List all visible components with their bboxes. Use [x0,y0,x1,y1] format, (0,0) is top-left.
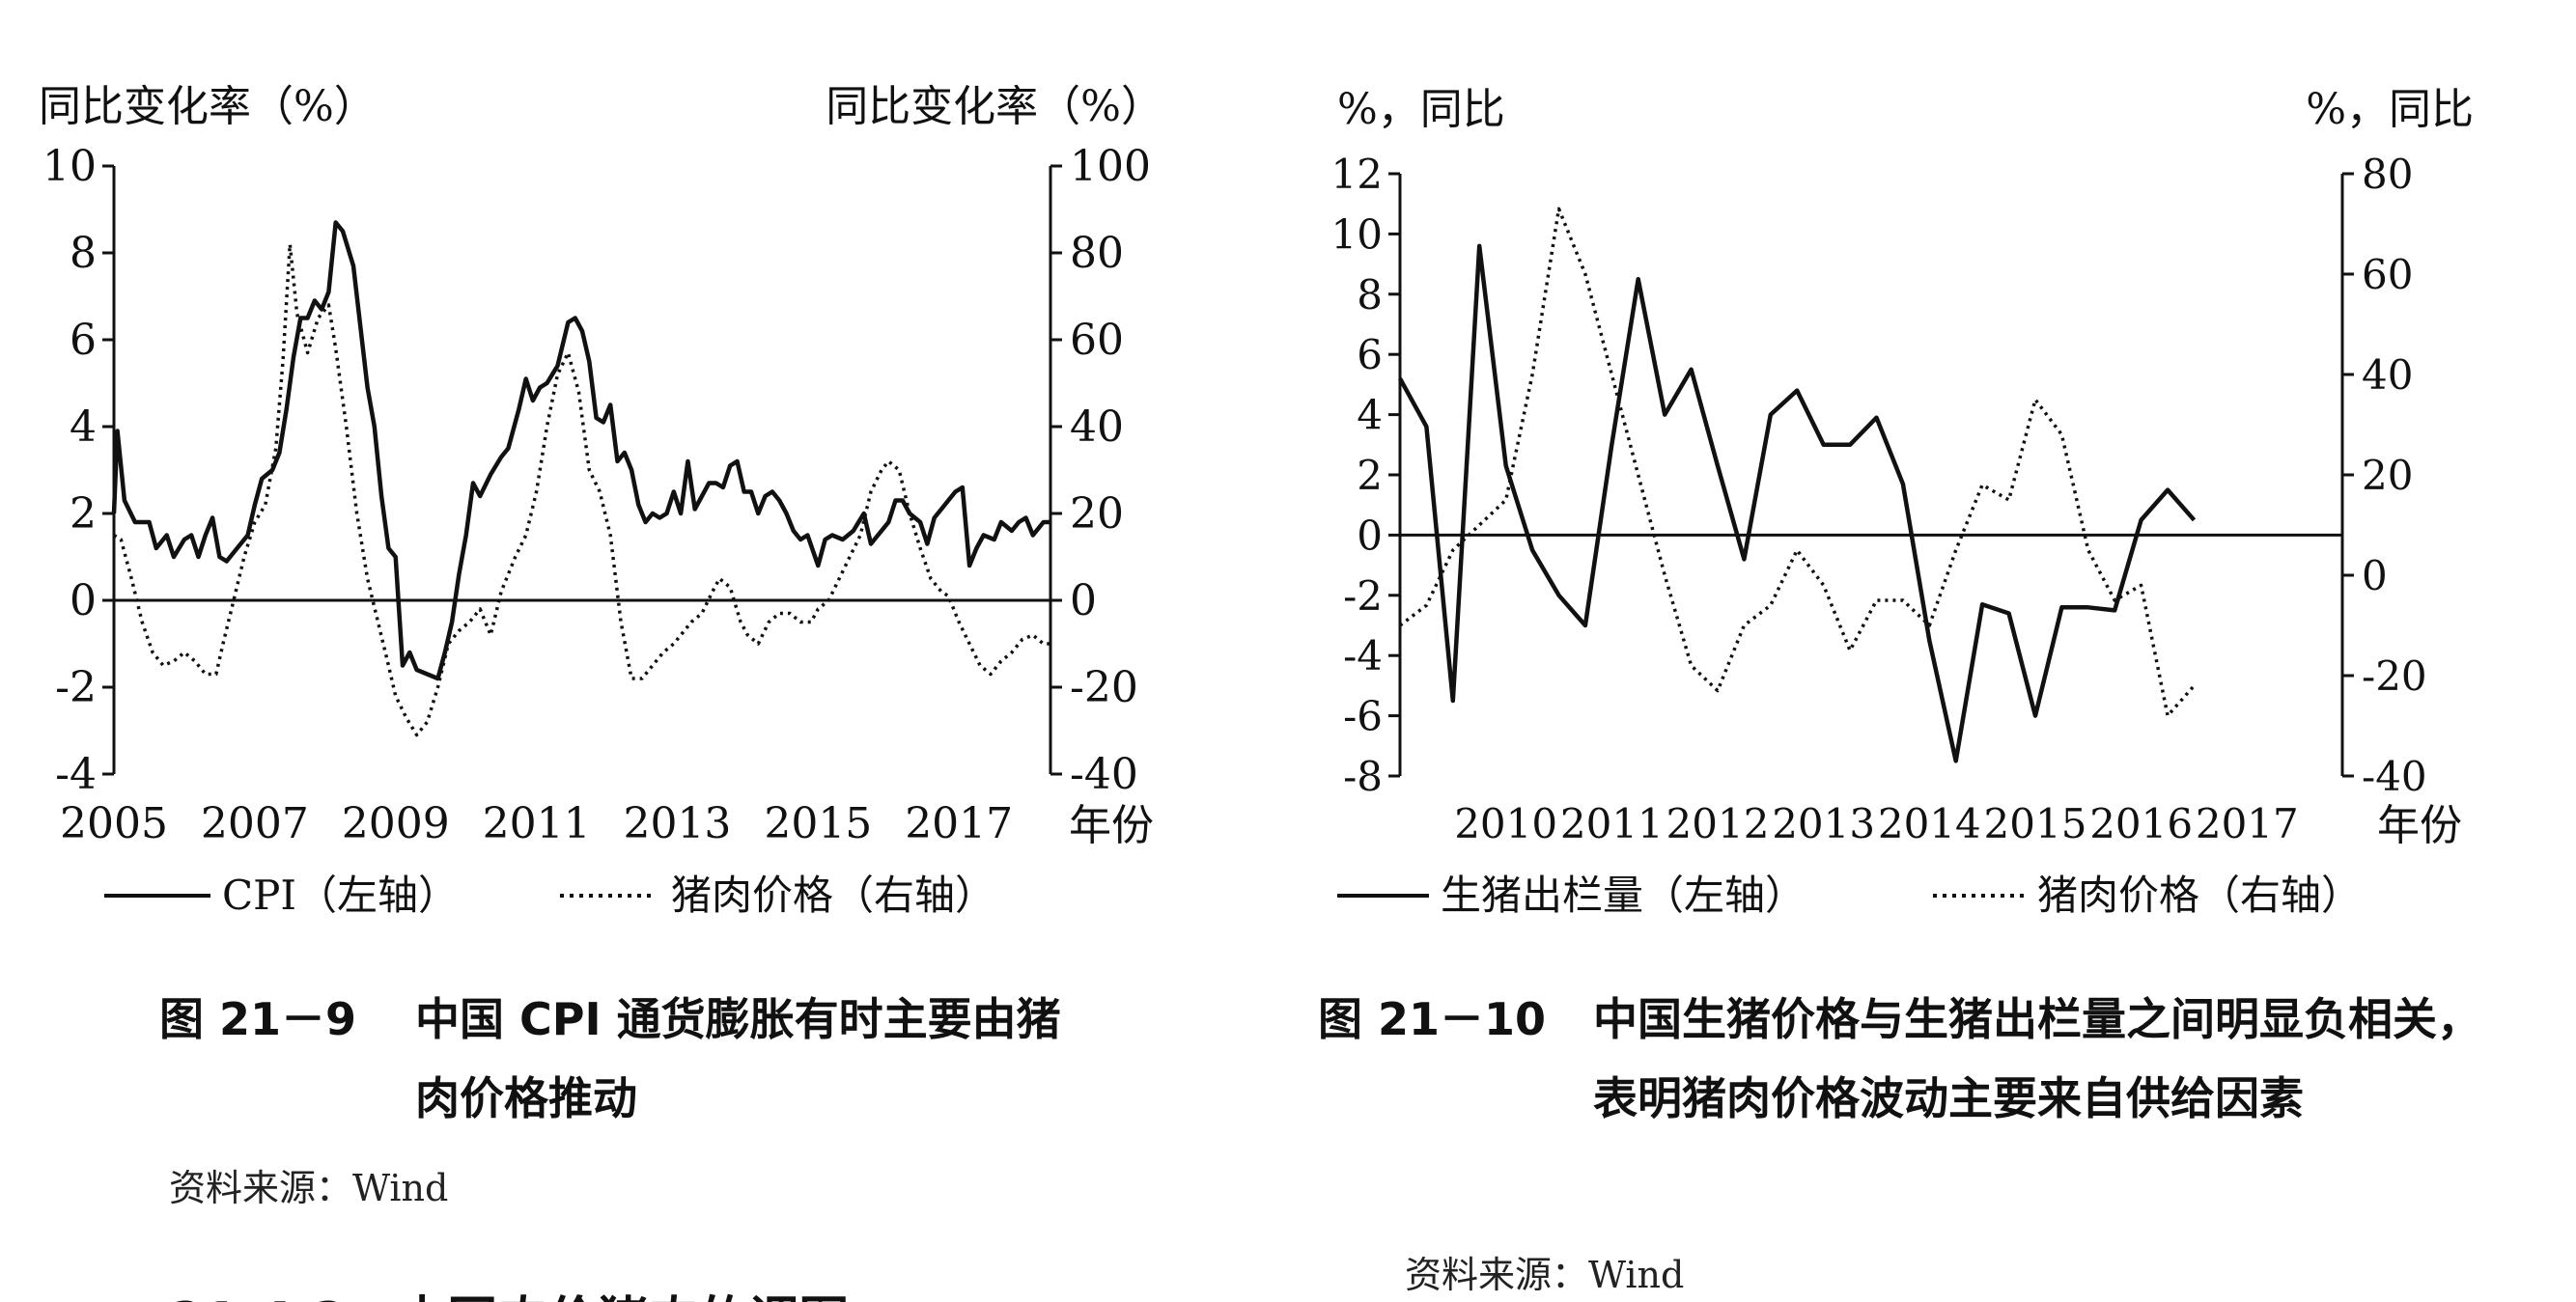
right-axis-title: %，同比 [2306,85,2474,134]
series-line-2 [113,242,1050,737]
left-tick-label: 4 [70,402,97,452]
legend-label-hog: 生猪出栏量（左轴） [1441,872,1806,919]
source-note-1: 资料来源：Wind [169,1167,449,1209]
left-tick-label: 0 [70,576,97,625]
x-tick-label: 2015 [764,799,872,848]
left-axis-title: %，同比 [1337,85,1505,134]
right-tick-label: -40 [1070,750,1138,799]
left-tick-label: -2 [55,663,97,712]
right-tick-label: 100 [1070,142,1151,191]
left-tick-label: 8 [70,229,97,278]
right-tick-label: 80 [1070,229,1124,278]
right-tick-label: 40 [1070,402,1124,452]
x-tick-label: 2011 [483,799,591,848]
right-tick-label: -20 [2362,652,2427,700]
left-tick-label: 8 [1357,271,1383,319]
x-tick-label: 2009 [342,799,450,848]
left-tick-label: -4 [1343,632,1383,679]
left-tick-label: -2 [1343,572,1383,620]
x-tick-label: 2017 [2196,800,2299,847]
x-unit-label: 年份 [2377,801,2462,850]
figure-caption-2: 图 21－10 中国生猪价格与生猪出栏量之间明显负相关，表明猪肉价格波动主要来自… [1318,980,2554,1231]
legend-label-cpi: CPI（左轴） [222,872,459,919]
x-tick-label: 2007 [201,799,309,848]
left-tick-label: 12 [1331,151,1383,198]
figure-caption-1: 图 21－9 中国 CPI 通货膨胀有时主要由猪肉价格推动 [159,980,1125,1144]
legend-label-pork: 猪肉价格（右轴） [2037,872,2362,919]
left-tick-label: 4 [1357,392,1383,439]
right-tick-label: 0 [2362,552,2388,599]
x-tick-label: 2013 [1772,800,1875,847]
right-tick-label: 60 [1070,316,1124,365]
left-tick-label: -4 [55,750,97,799]
chart-hog-output-pork: %，同比 %，同比 121086420-2-4-6-8806040200-20-… [1331,85,2474,919]
figure-title: 中国 CPI 通货膨胀有时主要由猪肉价格推动 [415,993,1061,1124]
x-tick-label: 2010 [1454,800,1557,847]
figure-number: 图 21－9 [159,993,357,1045]
left-tick-label: -6 [1343,693,1383,740]
right-axis-title: 同比变化率（%） [826,82,1163,131]
x-tick-label: 2016 [2089,800,2193,847]
right-tick-label: 60 [2362,251,2413,298]
series-line-1 [111,220,1050,681]
left-tick-label: 2 [70,489,97,539]
right-tick-label: 20 [1070,489,1124,539]
left-tick-label: 2 [1357,452,1383,499]
legend-label-pork: 猪肉价格（右轴） [671,872,995,919]
source-note-2: 资料来源：Wind [1405,1254,1685,1296]
right-tick-label: 40 [2362,351,2413,399]
series-line-1 [1398,243,2197,763]
chart-cpi-pork: 同比变化率（%） 同比变化率（%） 1086420-2-410080604020… [39,82,1163,919]
x-tick-label: 2005 [60,799,168,848]
x-tick-label: 2015 [1984,800,2087,847]
x-tick-label: 2014 [1878,800,1981,847]
legend: 生猪出栏量（左轴） 猪肉价格（右轴） [1337,872,2362,919]
figure-title: 中国生猪价格与生猪出栏量之间明显负相关，表明猪肉价格波动主要来自供给因素 [1593,993,2481,1124]
right-tick-label: -40 [2362,753,2427,800]
x-tick-label: 2011 [1560,800,1664,847]
left-tick-label: 6 [1357,331,1383,378]
legend: CPI（左轴） 猪肉价格（右轴） [104,872,995,919]
section-heading-cutoff: 21.4.2 中国肉价猪肉的调图 [169,1280,849,1302]
right-tick-label: 80 [2362,151,2413,198]
x-tick-label: 2012 [1666,800,1770,847]
left-tick-label: 0 [1357,512,1383,559]
left-tick-label: 10 [42,142,97,191]
left-tick-label: 6 [70,316,97,365]
left-axis-title: 同比变化率（%） [39,82,377,131]
x-unit-label: 年份 [1069,801,1154,850]
left-tick-label: -8 [1343,753,1383,800]
right-tick-label: 20 [2362,452,2413,499]
right-tick-label: -20 [1070,663,1138,712]
figure-number: 图 21－10 [1318,993,1547,1045]
left-tick-label: 10 [1331,210,1383,258]
x-tick-label: 2017 [905,799,1013,848]
x-tick-label: 2013 [623,799,731,848]
right-tick-label: 0 [1070,576,1097,625]
series-line-2 [1398,207,2196,718]
